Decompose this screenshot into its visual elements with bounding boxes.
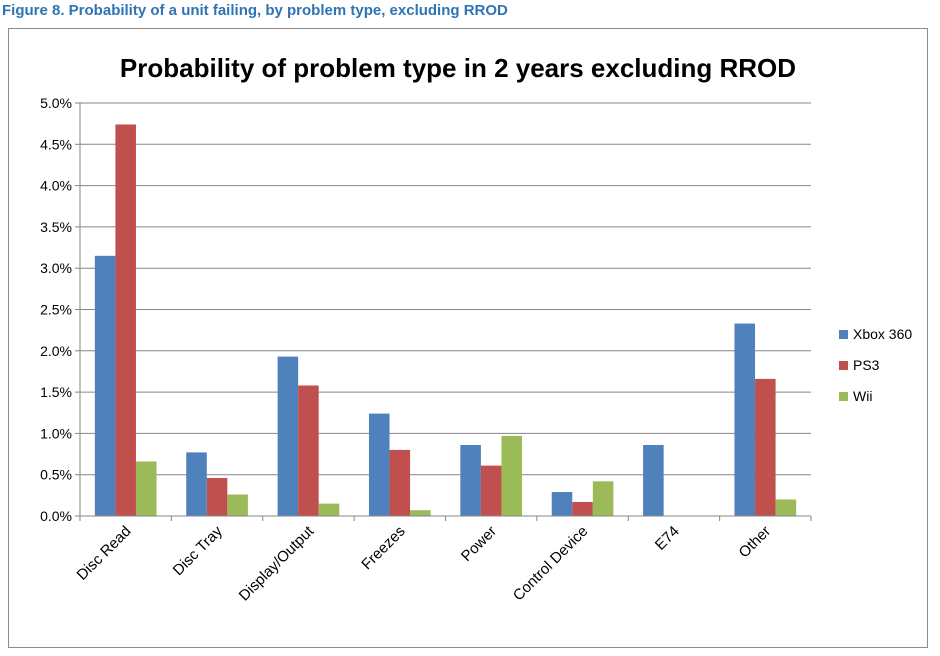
bar-ps3-0 — [115, 124, 136, 516]
bar-ps3-4 — [480, 465, 502, 516]
y-tick-label: 1.0% — [40, 425, 72, 441]
bar-xbox-360-5 — [551, 492, 573, 516]
bar-ps3-5 — [572, 501, 593, 516]
bar-wii-1 — [227, 494, 248, 516]
chart-frame: Probability of problem type in 2 years e… — [8, 28, 928, 648]
y-tick-label: 5.0% — [40, 95, 72, 111]
category-label: Display/Output — [236, 522, 318, 604]
category-label: Other — [736, 523, 775, 562]
bar-ps3-7 — [755, 378, 776, 516]
y-tick-label: 4.5% — [40, 136, 72, 152]
y-tick-label: 4.0% — [40, 178, 72, 194]
bar-ps3-3 — [389, 449, 411, 516]
y-axis-ticks: 0.0% 0.5% 1.0% 1.5% 2.0% 2.5% 3.0% 3.5% 4.0% 4.5%… — [40, 95, 80, 524]
legend-label: Xbox 360 — [853, 326, 912, 342]
figure-caption: Figure 8. Probability of a unit failing,… — [2, 2, 508, 19]
legend-label: PS3 — [853, 357, 880, 373]
bar-xbox-360-0 — [94, 255, 116, 516]
bar-xbox-360-7 — [734, 323, 756, 516]
y-tick-label: 1.5% — [40, 384, 72, 400]
category-label: Freezes — [358, 523, 408, 573]
category-label: E74 — [652, 523, 683, 554]
x-axis-categories: Disc Read Disc Tray Display/Output Freezes P… — [74, 516, 812, 605]
bars — [94, 124, 797, 516]
bar-xbox-360-4 — [460, 444, 481, 516]
bar-wii-7 — [775, 499, 797, 516]
bar-xbox-360-3 — [368, 413, 390, 516]
bar-wii-2 — [318, 503, 340, 516]
category-label: Control Device — [510, 523, 592, 605]
y-tick-label: 3.5% — [40, 219, 72, 235]
category-label: Disc Read — [74, 523, 135, 584]
gridlines — [80, 102, 811, 476]
legend-swatch-ps3 — [839, 361, 848, 370]
legend-swatch-xbox-360 — [839, 330, 848, 339]
legend-label: Wii — [853, 388, 872, 404]
bar-wii-4 — [501, 435, 523, 516]
y-tick-label: 3.0% — [40, 260, 72, 276]
bar-wii-5 — [592, 481, 614, 516]
bar-xbox-360-1 — [186, 452, 207, 516]
bar-wii-3 — [410, 510, 431, 516]
bar-ps3-2 — [298, 385, 319, 516]
chart-title: Probability of problem type in 2 years e… — [120, 53, 796, 83]
category-label: Disc Tray — [170, 522, 227, 579]
bar-xbox-360-2 — [277, 356, 299, 516]
category-label: Power — [458, 523, 500, 565]
bar-xbox-360-6 — [643, 444, 664, 516]
legend: Xbox 360 PS3 Wii — [839, 326, 912, 404]
y-tick-label: 2.0% — [40, 343, 72, 359]
legend-swatch-wii — [839, 392, 848, 401]
y-tick-label: 2.5% — [40, 302, 72, 318]
bar-chart: Probability of problem type in 2 years e… — [40, 53, 912, 605]
bar-wii-0 — [135, 461, 157, 516]
y-tick-label: 0.5% — [40, 467, 72, 483]
y-tick-label: 0.0% — [40, 508, 72, 524]
bar-ps3-1 — [206, 478, 228, 516]
